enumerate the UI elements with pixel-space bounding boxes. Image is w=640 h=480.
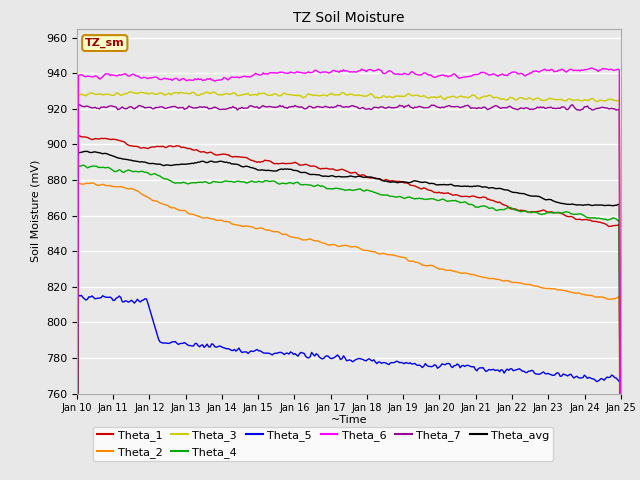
Title: TZ Soil Moisture: TZ Soil Moisture [293, 11, 404, 25]
Legend: Theta_1, Theta_2, Theta_3, Theta_4, Theta_5, Theta_6, Theta_7, Theta_avg: Theta_1, Theta_2, Theta_3, Theta_4, Thet… [93, 427, 553, 461]
Y-axis label: Soil Moisture (mV): Soil Moisture (mV) [30, 160, 40, 263]
X-axis label: ~Time: ~Time [330, 415, 367, 425]
Text: TZ_sm: TZ_sm [85, 38, 125, 48]
